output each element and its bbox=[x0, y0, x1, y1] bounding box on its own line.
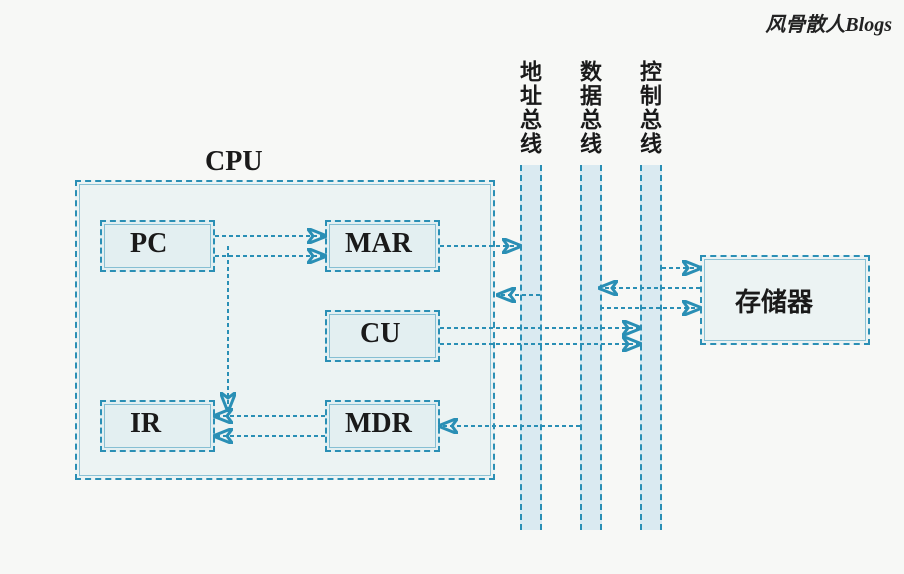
cpu-label: CPU bbox=[205, 146, 263, 178]
control-bus-label: 控制总线 bbox=[633, 60, 665, 156]
cu-label: CU bbox=[360, 318, 400, 350]
watermark: 风骨散人Blogs bbox=[765, 8, 892, 37]
control-bus bbox=[640, 165, 662, 530]
pc-label: PC bbox=[130, 228, 167, 260]
data-bus bbox=[580, 165, 602, 530]
ir-label: IR bbox=[130, 408, 161, 440]
address-bus bbox=[520, 165, 542, 530]
memory-label: 存储器 bbox=[735, 282, 813, 319]
address-bus-label: 地址总线 bbox=[513, 60, 545, 156]
mar-label: MAR bbox=[345, 228, 412, 260]
data-bus-label: 数据总线 bbox=[573, 60, 605, 156]
mdr-label: MDR bbox=[345, 408, 412, 440]
